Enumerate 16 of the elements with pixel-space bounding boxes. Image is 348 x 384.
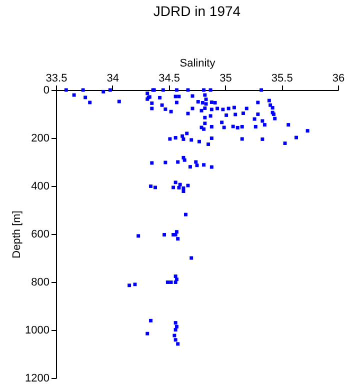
- y-tick-label: 800: [31, 276, 50, 288]
- y-axis-title: Depth [m]: [11, 210, 24, 258]
- y-tick-label: 1200: [25, 372, 50, 384]
- y-tick-label: 200: [31, 132, 50, 144]
- chart-title: JDRD in 1974: [153, 3, 241, 19]
- y-tick-label: 0: [43, 84, 50, 96]
- x-tick-label: 35.5: [271, 72, 293, 84]
- x-axis-title: Salinity: [180, 58, 216, 70]
- y-tick-label: 400: [31, 180, 50, 192]
- x-tick-label: 34: [106, 72, 120, 84]
- x-tick-label: 34.5: [158, 72, 180, 84]
- y-tick-label: 600: [31, 228, 50, 240]
- x-tick-label: 33.5: [46, 72, 68, 84]
- x-tick-label: 36: [332, 72, 345, 84]
- x-tick-label: 35: [220, 72, 232, 84]
- y-tick-label: 1000: [25, 324, 50, 336]
